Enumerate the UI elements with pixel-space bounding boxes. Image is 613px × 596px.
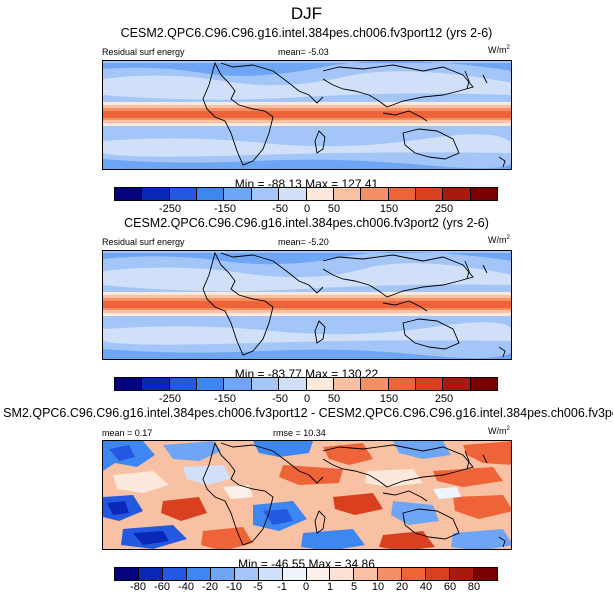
colorbar-tick: -10 bbox=[226, 581, 242, 593]
panel-2-colorbar bbox=[114, 377, 498, 391]
colorbar-tick: -1 bbox=[277, 581, 287, 593]
panel-2-title: CESM2.QPC6.C96.C96.g16.intel.384pes.ch00… bbox=[124, 216, 489, 230]
difference-patches bbox=[103, 441, 511, 549]
panel-3-units: W/m2 bbox=[488, 426, 510, 436]
polar-band-north bbox=[103, 61, 511, 76]
colorbar-tick: -150 bbox=[213, 203, 237, 215]
colorbar-tick: 10 bbox=[371, 581, 385, 593]
colorbar-tick: 60 bbox=[443, 581, 457, 593]
panel-3-colorbar bbox=[114, 567, 498, 581]
panel-3-map bbox=[102, 440, 512, 550]
colorbar-tick: 150 bbox=[379, 393, 399, 405]
itcz-core bbox=[103, 111, 511, 118]
colorbar-tick: 0 bbox=[303, 393, 311, 405]
panel-1-variable-label: Residual surf energy bbox=[102, 47, 185, 57]
colorbar-tick: 20 bbox=[395, 581, 409, 593]
midlat-band-north bbox=[103, 71, 511, 100]
panel-1-map bbox=[102, 60, 512, 170]
colorbar-tick: 250 bbox=[434, 393, 454, 405]
panel-2-map bbox=[102, 250, 512, 360]
colorbar-tick: -40 bbox=[178, 581, 194, 593]
midlat-band-south bbox=[103, 134, 511, 157]
colorbar-tick: 50 bbox=[327, 393, 341, 405]
colorbar-tick: 40 bbox=[419, 581, 433, 593]
colorbar-tick: -250 bbox=[158, 393, 182, 405]
panel-3-mean-label: mean = 0.17 bbox=[102, 428, 153, 438]
polar-band-south bbox=[103, 349, 511, 359]
panel-1-colorbar bbox=[114, 187, 498, 201]
colorbar-tick: -150 bbox=[213, 393, 237, 405]
colorbar-tick: 50 bbox=[327, 203, 341, 215]
colorbar-tick: -80 bbox=[130, 581, 146, 593]
colorbar-tick: 0 bbox=[302, 581, 310, 593]
panel-1-mean-label: mean= -5.03 bbox=[278, 47, 329, 57]
colorbar-tick: -5 bbox=[253, 581, 263, 593]
colorbar-tick: -50 bbox=[272, 203, 288, 215]
colorbar-tick: 150 bbox=[379, 203, 399, 215]
colorbar-tick: 250 bbox=[434, 203, 454, 215]
colorbar-tick: -250 bbox=[158, 203, 182, 215]
coastlines bbox=[202, 61, 506, 168]
panel-2-units: W/m2 bbox=[488, 235, 510, 245]
panel-2-variable-label: Residual surf energy bbox=[102, 237, 185, 247]
polar-band-north bbox=[103, 251, 511, 265]
coastlines bbox=[202, 251, 506, 358]
midlat-band-south bbox=[103, 322, 511, 345]
colorbar-tick: -60 bbox=[154, 581, 170, 593]
colorbar-tick: 80 bbox=[467, 581, 481, 593]
colorbar-tick: -50 bbox=[272, 393, 288, 405]
itcz-core bbox=[103, 301, 511, 308]
colorbar-tick: 5 bbox=[350, 581, 358, 593]
colorbar-tick: 0 bbox=[303, 203, 311, 215]
panel-1-title: CESM2.QPC6.C96.C96.g16.intel.384pes.ch00… bbox=[120, 26, 493, 40]
panel-1-units: W/m2 bbox=[488, 45, 510, 55]
coastlines bbox=[202, 441, 506, 548]
panel-2-mean-label: mean= -5.20 bbox=[278, 237, 329, 247]
panel-3-rmse-label: rmse = 10.34 bbox=[273, 428, 326, 438]
panel-3-title: SM2.QPC6.C96.C96.g16.intel.384pes.ch006.… bbox=[3, 406, 613, 420]
colorbar-tick: 1 bbox=[326, 581, 334, 593]
polar-band-south bbox=[103, 159, 511, 169]
colorbar-tick: -20 bbox=[202, 581, 218, 593]
figure-title: DJF bbox=[290, 4, 323, 23]
